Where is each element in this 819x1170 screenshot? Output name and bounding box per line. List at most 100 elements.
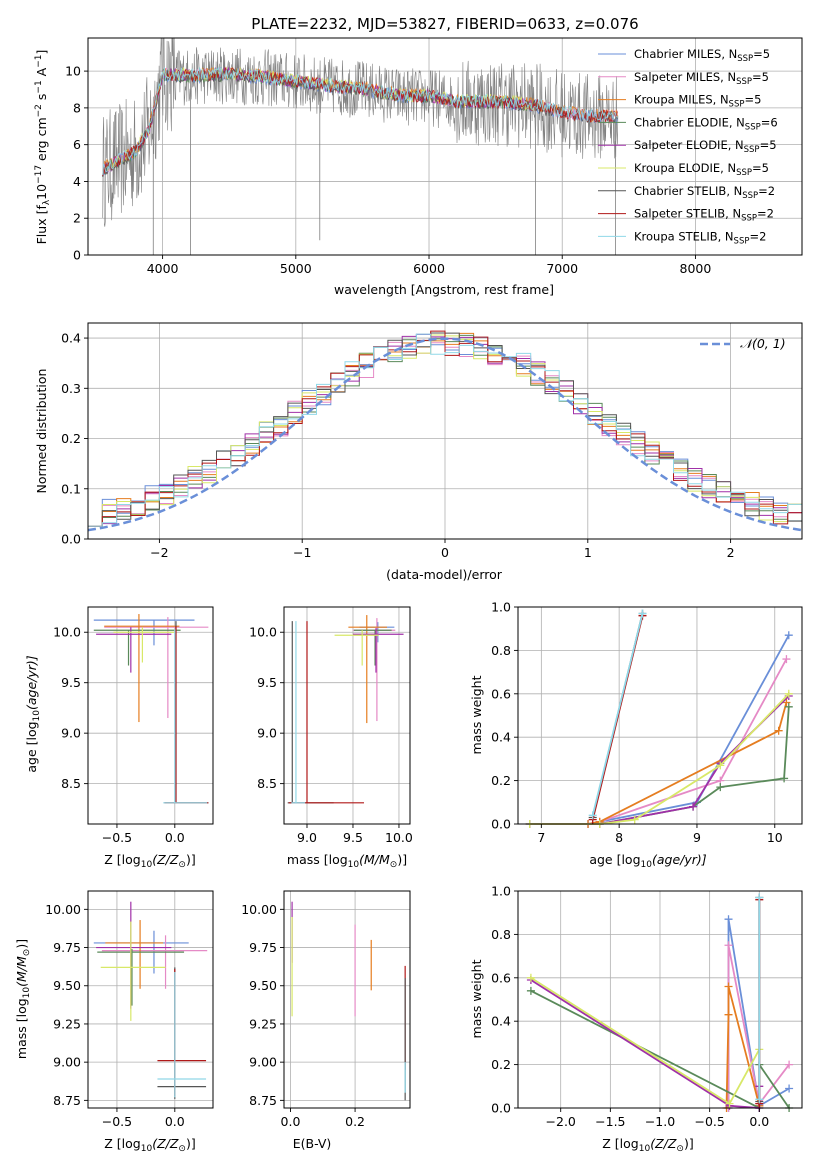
residuals-ytick-label: 0.2	[61, 431, 81, 446]
wZ-marker-kroupa_elodie	[526, 973, 535, 982]
massZ-xtick-label: 0.0	[165, 1114, 185, 1129]
ageMass-ytick-label: 8.5	[257, 776, 277, 791]
wAge-line-kroupa_stelib	[591, 613, 644, 816]
residuals-panel: (data-model)/error Normed distribution −…	[34, 322, 803, 582]
wZ-xtick-label: −2.0	[546, 1114, 576, 1129]
massZ-ytick-label: 8.75	[53, 1093, 81, 1108]
wZ-line-kroupa_miles	[725, 986, 761, 1109]
spectrum-ytick-label: 10	[65, 64, 81, 79]
massEBV-xtick-label: 0.2	[345, 1114, 365, 1129]
massZ-xlabel: Z [log10(Z/Z⊙)]	[104, 1136, 195, 1154]
wZ-ytick-label: 0.8	[491, 927, 511, 942]
ageZ-grid	[88, 607, 213, 824]
spectrum-xtick-label: 7000	[546, 261, 578, 276]
massZ-ylabel: mass [log10(M/M⊙)]	[14, 939, 32, 1059]
wZ-ytick-label: 0.6	[491, 970, 511, 985]
massEBV-xtick-label: 0.0	[281, 1114, 301, 1129]
weight-vs-age-panel: age [log10(age/yr)] mass weight 7 8 9 10 0.0…	[469, 600, 803, 870]
wAge-lines	[525, 609, 793, 828]
massEBV-ytick-label: 8.75	[249, 1093, 277, 1108]
spectrum-ytick-label: 2	[73, 211, 81, 226]
residuals-ytick-label: 0.0	[61, 532, 81, 547]
massZ-grid	[88, 891, 213, 1108]
spectrum-ytick-label: 8	[73, 100, 81, 115]
massEBV-ytick-label: 9.75	[249, 940, 277, 955]
wAge-xtick-label: 7	[537, 830, 545, 845]
wZ-ylabel: mass weight	[469, 959, 484, 1038]
residuals-ytick-label: 0.4	[61, 331, 81, 346]
wZ-marker-kroupa_miles	[724, 982, 733, 991]
legend-label-salpeter_elodie: Salpeter ELODIE, NSSP=5	[634, 138, 777, 155]
wAge-marker-kroupa_elodie	[784, 689, 793, 698]
massZ-ytick-label: 9.00	[53, 1055, 81, 1070]
massZ-xtick-label: −0.5	[102, 1114, 132, 1129]
spectrum-xtick-label: 6000	[413, 261, 445, 276]
wAge-ytick-label: 0.6	[491, 686, 511, 701]
wZ-xlabel: Z [log10(Z/Z⊙)]	[602, 1136, 693, 1154]
ageZ-errorbars	[93, 614, 209, 804]
mass-vs-ebv-panel: E(B-V) 0.0 0.2 8.75 9.00 9.25 9.50 9.75 10.00	[241, 890, 411, 1151]
wAge-ylabel: mass weight	[469, 675, 484, 754]
massEBV-ytick-label: 9.50	[249, 978, 277, 993]
spectrum-ytick-label: 6	[73, 137, 81, 152]
observed-spectrum-line	[102, 38, 619, 227]
spectrum-xtick-label: 4000	[147, 261, 179, 276]
spectrum-legend: Chabrier MILES, NSSP=5 Salpeter MILES, NS…	[598, 47, 778, 246]
ageMass-xlabel: mass [log10(M/M⊙)]	[287, 852, 407, 870]
wAge-xlabel: age [log10(age/yr)]	[589, 852, 706, 870]
massEBV-frame	[283, 890, 411, 1109]
weight-vs-metallicity-panel: Z [log10(Z/Z⊙)] mass weight −2.0 −1.5 −1.0…	[469, 884, 803, 1154]
residuals-ytick-label: 0.1	[61, 481, 81, 496]
massZ-ytick-label: 9.50	[53, 978, 81, 993]
wAge-ytick-label: 1.0	[491, 600, 511, 615]
wZ-marker-chabrier_miles	[785, 1084, 794, 1093]
wZ-xtick-label: −1.0	[645, 1114, 675, 1129]
wAge-marker-salpeter_miles	[782, 655, 791, 664]
ageMass-xtick-label: 9.0	[297, 830, 317, 845]
spectrum-xlabel: wavelength [Angstrom, rest frame]	[334, 282, 554, 297]
wAge-marker-kroupa_elodie	[716, 761, 725, 770]
massZ-errorbars	[93, 901, 208, 1099]
wZ-xtick-label: 0.0	[749, 1114, 769, 1129]
residuals-ytick-label: 0.3	[61, 381, 81, 396]
residual-histogram-kroupa_stelib	[88, 333, 802, 527]
wZ-xtick-label: −0.5	[694, 1114, 724, 1129]
wAge-ytick-label: 0.4	[491, 730, 511, 745]
wZ-marker-kroupa_elodie	[725, 1099, 734, 1108]
ageZ-ytick-label: 9.0	[61, 726, 81, 741]
spectrum-panel: wavelength [Angstrom, rest frame] Flux […	[34, 37, 803, 297]
legend-label-salpeter_stelib: Salpeter STELIB, NSSP=2	[634, 207, 774, 224]
wZ-ytick-label: 0.0	[491, 1101, 511, 1116]
ageZ-frame	[87, 606, 214, 825]
ageZ-ylabel: age [log10(age/yr)]	[24, 655, 42, 772]
residuals-xlabel: (data-model)/error	[386, 567, 503, 582]
ageMass-errorbars	[287, 615, 404, 804]
wAge-line-kroupa_elodie	[529, 693, 790, 825]
massEBV-ytick-label: 9.25	[249, 1016, 277, 1031]
wAge-ytick-label: 0.0	[491, 817, 511, 832]
wZ-ytick-label: 0.4	[491, 1014, 511, 1029]
ageZ-xlabel: Z [log10(Z/Z⊙)]	[104, 852, 195, 870]
figure-title: PLATE=2232, MJD=53827, FIBERID=0633, z=0…	[251, 15, 638, 33]
residuals-xtick-label: 2	[727, 545, 735, 560]
wZ-ytick-label: 0.2	[491, 1057, 511, 1072]
legend-label-kroupa_miles: Kroupa MILES, NSSP=5	[634, 93, 761, 110]
wAge-ytick-label: 0.8	[491, 643, 511, 658]
wZ-ytick-label: 1.0	[491, 884, 511, 899]
gaussian-curve	[88, 337, 802, 532]
wAge-marker-chabrier_elodie	[716, 783, 725, 792]
wZ-marker-salpeter_miles	[724, 941, 733, 950]
residuals-xtick-label: 0	[441, 545, 449, 560]
ageMass-ytick-label: 10.0	[249, 625, 277, 640]
wZ-marker-kroupa_stelib	[755, 1095, 764, 1104]
ageZ-ytick-label: 10.0	[53, 625, 81, 640]
massZ-ytick-label: 9.25	[53, 1016, 81, 1031]
spectrum-xtick-label: 5000	[280, 261, 312, 276]
wAge-xtick-label: 8	[615, 830, 623, 845]
spectrum-lines	[102, 38, 619, 255]
legend-label-chabrier_elodie: Chabrier ELODIE, NSSP=6	[634, 115, 778, 132]
ageMass-ytick-label: 9.5	[257, 675, 277, 690]
mass-vs-metallicity-panel: Z [log10(Z/Z⊙)] mass [log10(M/M⊙)] −0.5 0…	[14, 890, 214, 1154]
wZ-line-kroupa_elodie	[530, 977, 761, 1105]
wAge-marker-kroupa_stelib	[588, 811, 597, 820]
